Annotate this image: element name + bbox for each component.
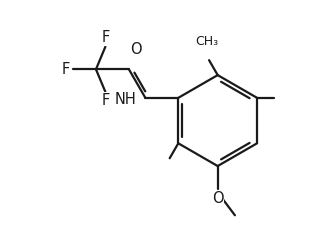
Text: F: F xyxy=(61,62,70,77)
Text: CH₃: CH₃ xyxy=(195,35,218,48)
Text: NH: NH xyxy=(114,92,136,107)
Text: F: F xyxy=(101,93,110,108)
Text: O: O xyxy=(212,191,223,206)
Text: F: F xyxy=(101,30,110,45)
Text: O: O xyxy=(130,42,142,57)
